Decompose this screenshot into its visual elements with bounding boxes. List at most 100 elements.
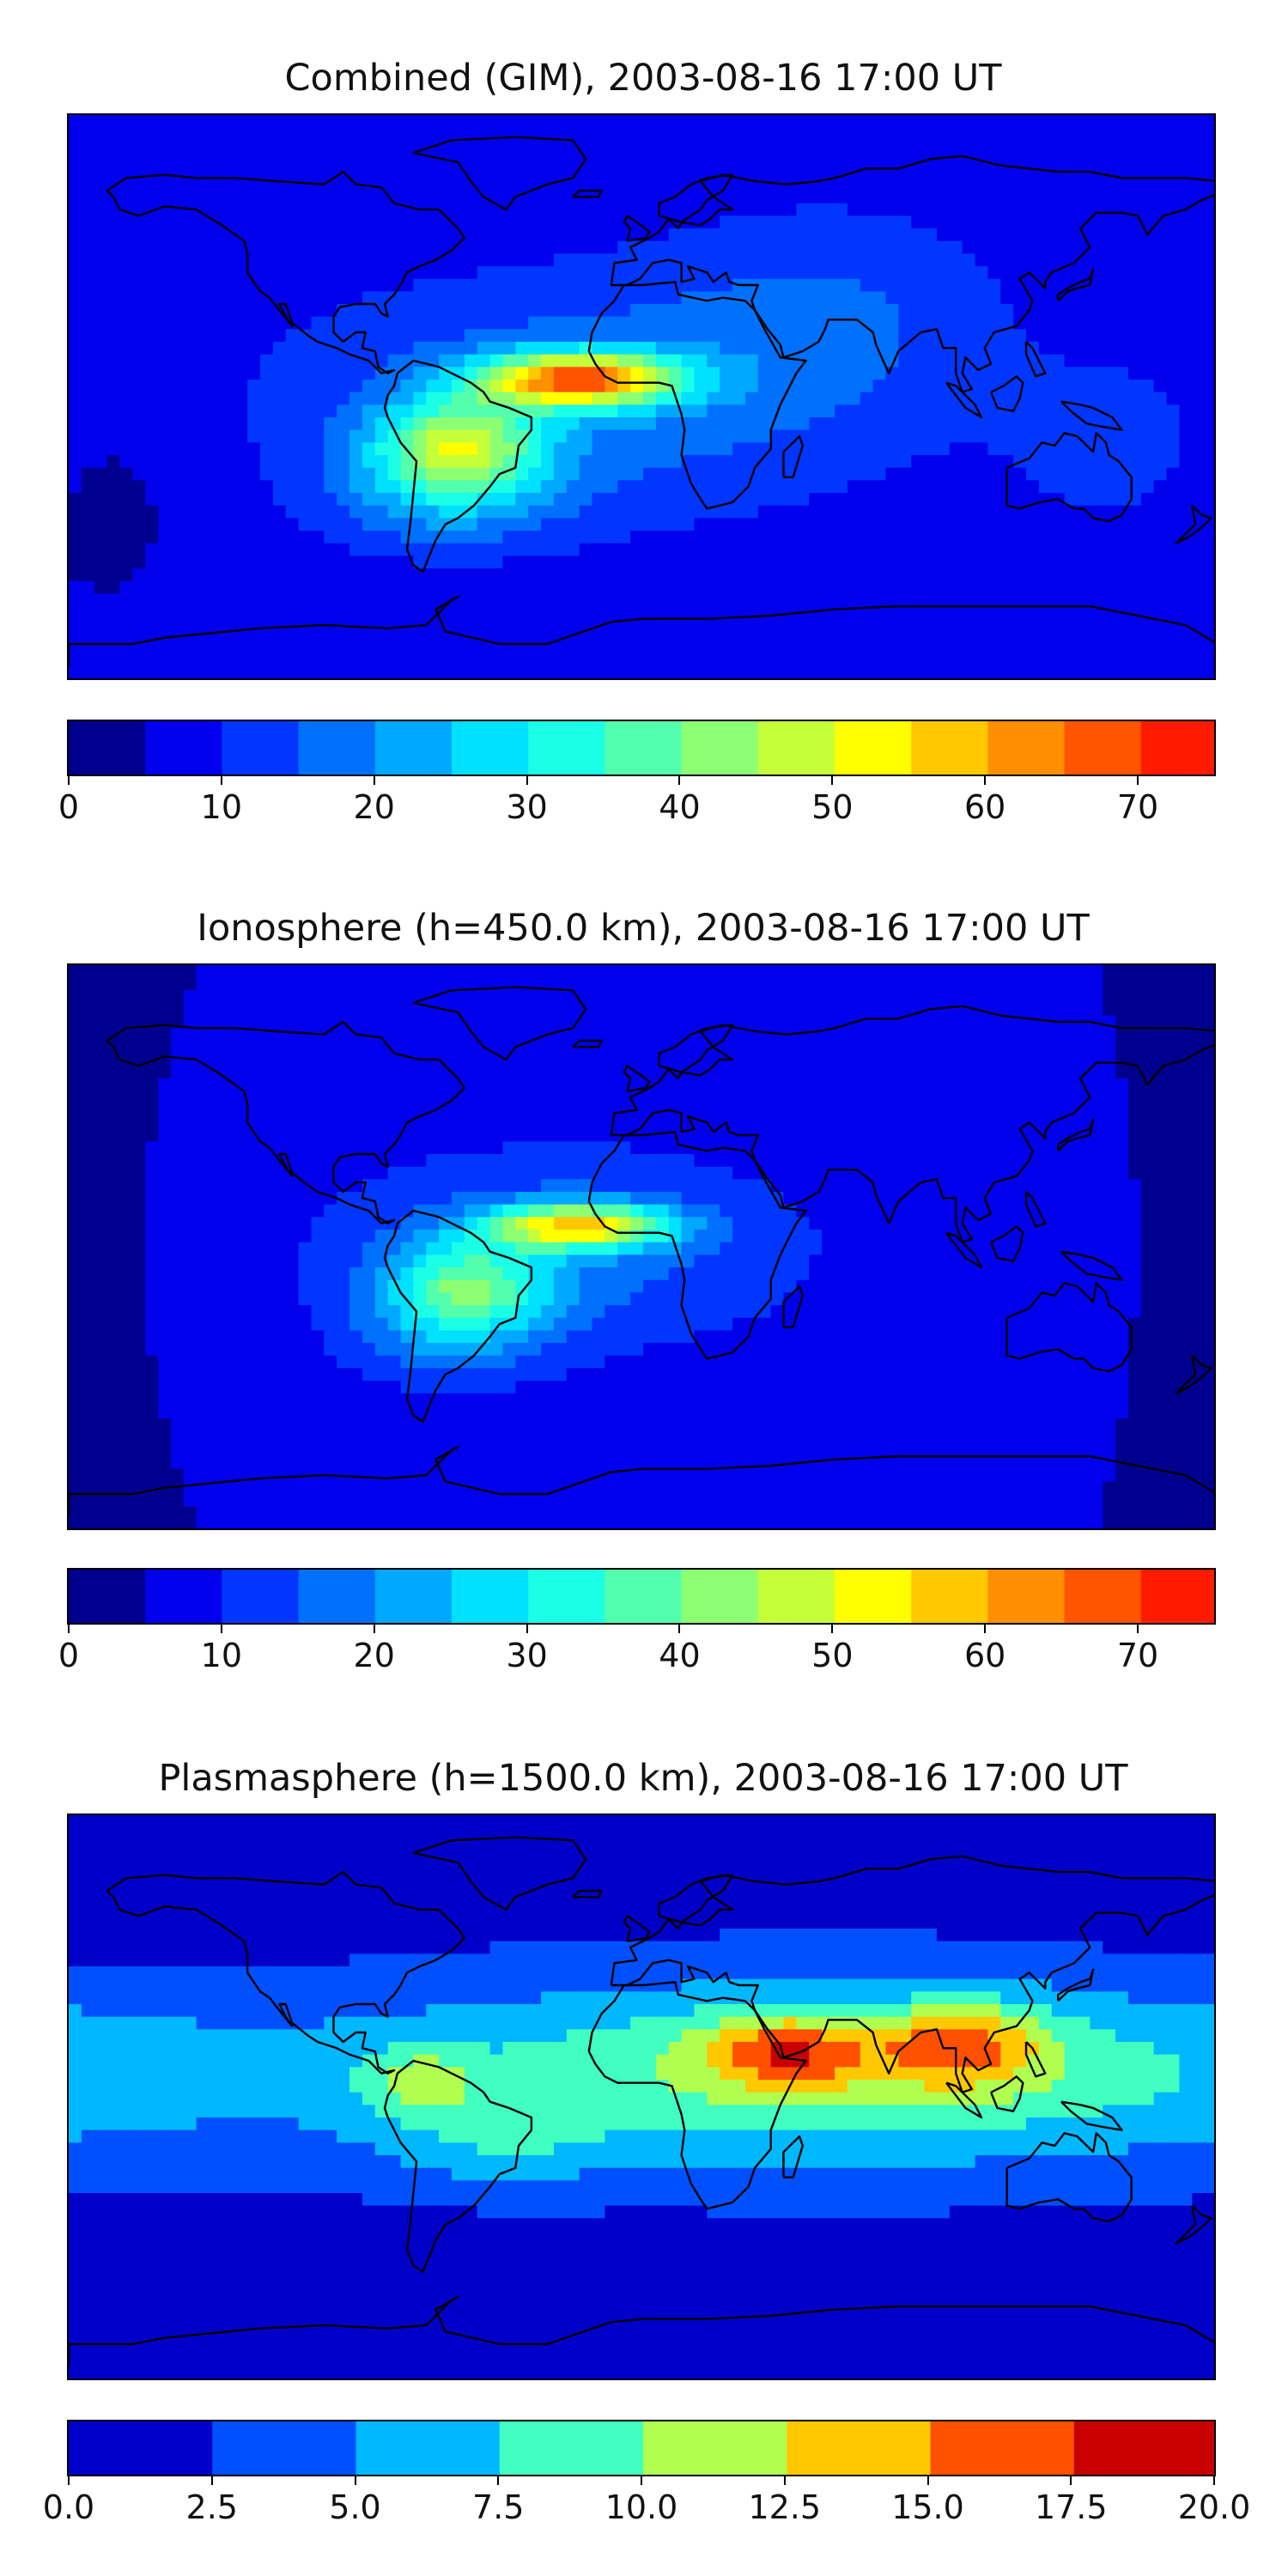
heatmap-cell: [847, 518, 861, 532]
heatmap-cell: [541, 543, 555, 556]
heatmap-cell: [94, 127, 108, 141]
heatmap-cell: [106, 417, 121, 431]
heatmap-cell: [681, 253, 696, 267]
heatmap-cell: [119, 216, 133, 229]
heatmap-cell: [579, 228, 593, 242]
heatmap-cell: [1077, 965, 1091, 979]
heatmap-cell: [681, 618, 696, 632]
coast-north-america: [106, 170, 466, 374]
heatmap-cell: [1077, 644, 1091, 658]
heatmap-cell: [209, 228, 222, 242]
heatmap-cell: [464, 1003, 478, 1017]
heatmap-cell: [1051, 531, 1066, 544]
heatmap-cell: [579, 455, 593, 469]
heatmap-cell: [285, 266, 300, 280]
heatmap-cell: [439, 253, 453, 267]
heatmap-cell: [744, 253, 759, 267]
heatmap-cell: [783, 392, 797, 405]
heatmap-cell: [847, 593, 861, 607]
heatmap-cell: [949, 631, 963, 645]
heatmap-cell: [911, 990, 925, 1004]
heatmap-cell: [783, 1041, 797, 1054]
heatmap-cell: [1115, 392, 1129, 405]
heatmap-cell: [272, 467, 287, 481]
heatmap-cell: [962, 568, 976, 582]
heatmap-cell: [515, 380, 529, 393]
heatmap-cell: [222, 505, 235, 519]
heatmap-cell: [528, 480, 542, 494]
heatmap-cell: [770, 278, 785, 292]
heatmap-cell: [464, 1066, 478, 1079]
heatmap-cell: [1166, 153, 1180, 167]
heatmap-cell: [553, 153, 568, 167]
heatmap-cell: [885, 240, 899, 254]
heatmap-cell: [361, 543, 376, 556]
heatmap-cell: [987, 644, 1001, 658]
heatmap-cell: [872, 115, 887, 129]
heatmap-cell: [426, 367, 440, 380]
heatmap-cell: [1038, 480, 1053, 494]
heatmap-cell: [489, 606, 504, 620]
heatmap-cell: [170, 656, 185, 670]
heatmap-cell: [796, 203, 810, 216]
heatmap-cell: [975, 329, 988, 343]
heatmap-cell: [1205, 505, 1214, 519]
heatmap-cell: [1153, 429, 1168, 443]
heatmap-cell: [1013, 1053, 1027, 1066]
heatmap-cell: [822, 342, 835, 355]
heatmap-cell: [936, 455, 951, 469]
heatmap-cell: [1026, 593, 1040, 607]
heatmap-cell: [707, 556, 720, 569]
heatmap-cell: [757, 990, 772, 1004]
colorbar-tick: [68, 776, 70, 785]
heatmap-cell: [209, 342, 222, 355]
heatmap-cell: [822, 618, 835, 632]
heatmap-cell: [936, 228, 951, 242]
heatmap-cell: [796, 531, 810, 544]
heatmap-cell: [158, 580, 172, 594]
heatmap-cell: [987, 606, 1001, 620]
heatmap-cell: [515, 127, 529, 141]
heatmap-cell: [757, 1041, 772, 1054]
heatmap-cell: [924, 480, 938, 494]
heatmap-cell: [69, 278, 82, 292]
heatmap-cell: [770, 543, 785, 556]
heatmap-cell: [285, 543, 300, 556]
heatmap-cell: [860, 329, 874, 343]
heatmap-cell: [668, 455, 683, 469]
heatmap-cell: [860, 1053, 874, 1066]
heatmap-cell: [489, 580, 504, 594]
heatmap-cell: [1140, 1066, 1155, 1079]
heatmap-cell: [502, 1003, 516, 1017]
heatmap-cell: [311, 153, 325, 167]
heatmap-cell: [822, 329, 835, 343]
heatmap-cell: [630, 304, 644, 318]
heatmap-cell: [413, 278, 427, 292]
heatmap-cell: [617, 304, 631, 318]
heatmap-cell: [579, 543, 593, 556]
heatmap-cell: [924, 656, 938, 670]
heatmap-cell: [158, 342, 172, 355]
heatmap-cell: [528, 266, 542, 280]
heatmap-cell: [413, 304, 427, 318]
heatmap-cell: [477, 115, 491, 129]
heatmap-cell: [183, 518, 197, 532]
heatmap-cell: [1038, 291, 1053, 305]
heatmap-cell: [809, 480, 823, 494]
heatmap-cell: [592, 266, 605, 280]
heatmap-cell: [987, 618, 1001, 632]
heatmap-cell: [285, 253, 300, 267]
heatmap-cell: [106, 990, 121, 1004]
heatmap-cell: [605, 354, 618, 368]
heatmap-cell: [987, 216, 1001, 229]
heatmap-cell: [975, 568, 988, 582]
heatmap-cell: [835, 304, 848, 318]
heatmap-cell: [757, 1066, 772, 1079]
heatmap-cell: [260, 380, 274, 393]
heatmap-cell: [975, 644, 988, 658]
heatmap-cell: [1127, 127, 1142, 141]
heatmap-cell: [1077, 1041, 1091, 1054]
heatmap-cell: [1140, 404, 1155, 418]
heatmap-cell: [196, 606, 210, 620]
heatmap-cell: [1051, 455, 1066, 469]
